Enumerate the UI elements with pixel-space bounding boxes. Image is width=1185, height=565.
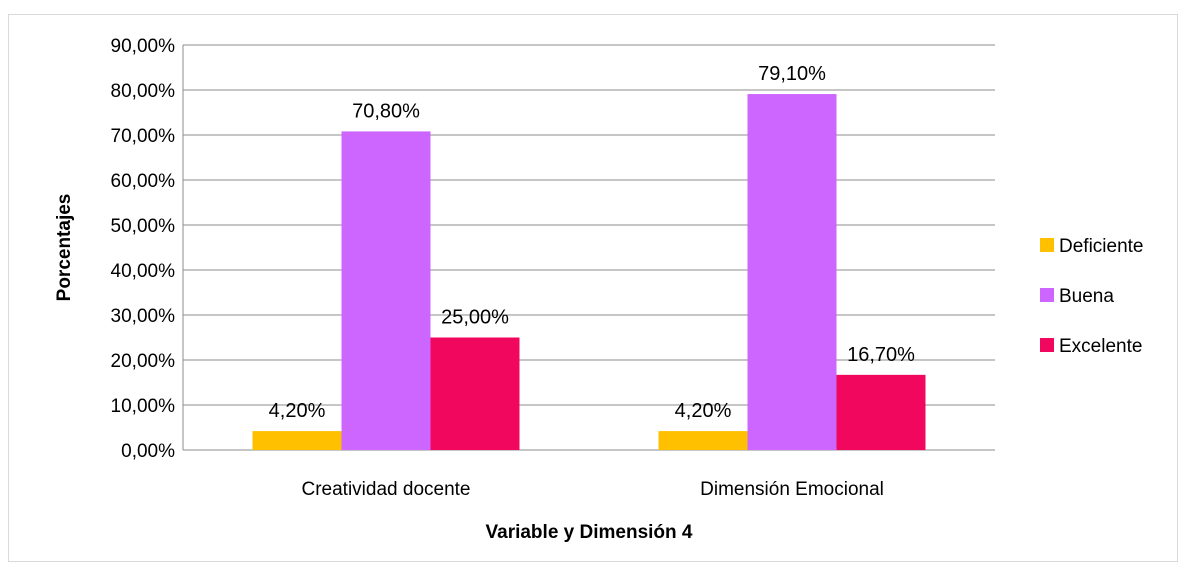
bar-deficiente <box>252 431 342 450</box>
y-tick-label: 30,00% <box>111 306 176 327</box>
bar-buena <box>341 131 431 450</box>
y-tick-label: 80,00% <box>111 81 176 102</box>
legend-swatch <box>1040 238 1054 252</box>
legend-swatch <box>1040 288 1054 302</box>
y-tick-label: 20,00% <box>111 351 176 372</box>
data-label: 4,20% <box>269 400 326 422</box>
y-tick-label: 90,00% <box>111 36 176 57</box>
data-label: 4,20% <box>675 400 732 422</box>
data-label: 70,80% <box>352 100 420 122</box>
bar-excelente <box>430 337 520 450</box>
y-axis-title: Porcentajes <box>54 194 75 302</box>
chart-frame <box>8 14 1178 562</box>
x-tick-label: Dimensión Emocional <box>700 479 884 500</box>
x-tick-label: Creatividad docente <box>302 479 471 500</box>
y-tick-label: 50,00% <box>111 216 176 237</box>
legend-label: Buena <box>1059 286 1114 307</box>
bar-excelente <box>836 374 926 450</box>
x-axis-title: Variable y Dimensión 4 <box>486 522 693 543</box>
y-tick-label: 60,00% <box>111 171 176 192</box>
bar-buena <box>747 94 837 451</box>
y-tick-label: 40,00% <box>111 261 176 282</box>
y-tick-label: 70,00% <box>111 126 176 147</box>
legend-swatch <box>1040 338 1054 352</box>
data-label: 79,10% <box>758 63 826 85</box>
legend-label: Excelente <box>1059 336 1142 357</box>
data-label: 25,00% <box>441 307 509 329</box>
bar-deficiente <box>658 431 748 450</box>
legend-label: Deficiente <box>1059 236 1144 257</box>
y-tick-label: 10,00% <box>111 396 176 417</box>
data-label: 16,70% <box>847 344 915 366</box>
y-tick-label: 0,00% <box>121 441 175 462</box>
